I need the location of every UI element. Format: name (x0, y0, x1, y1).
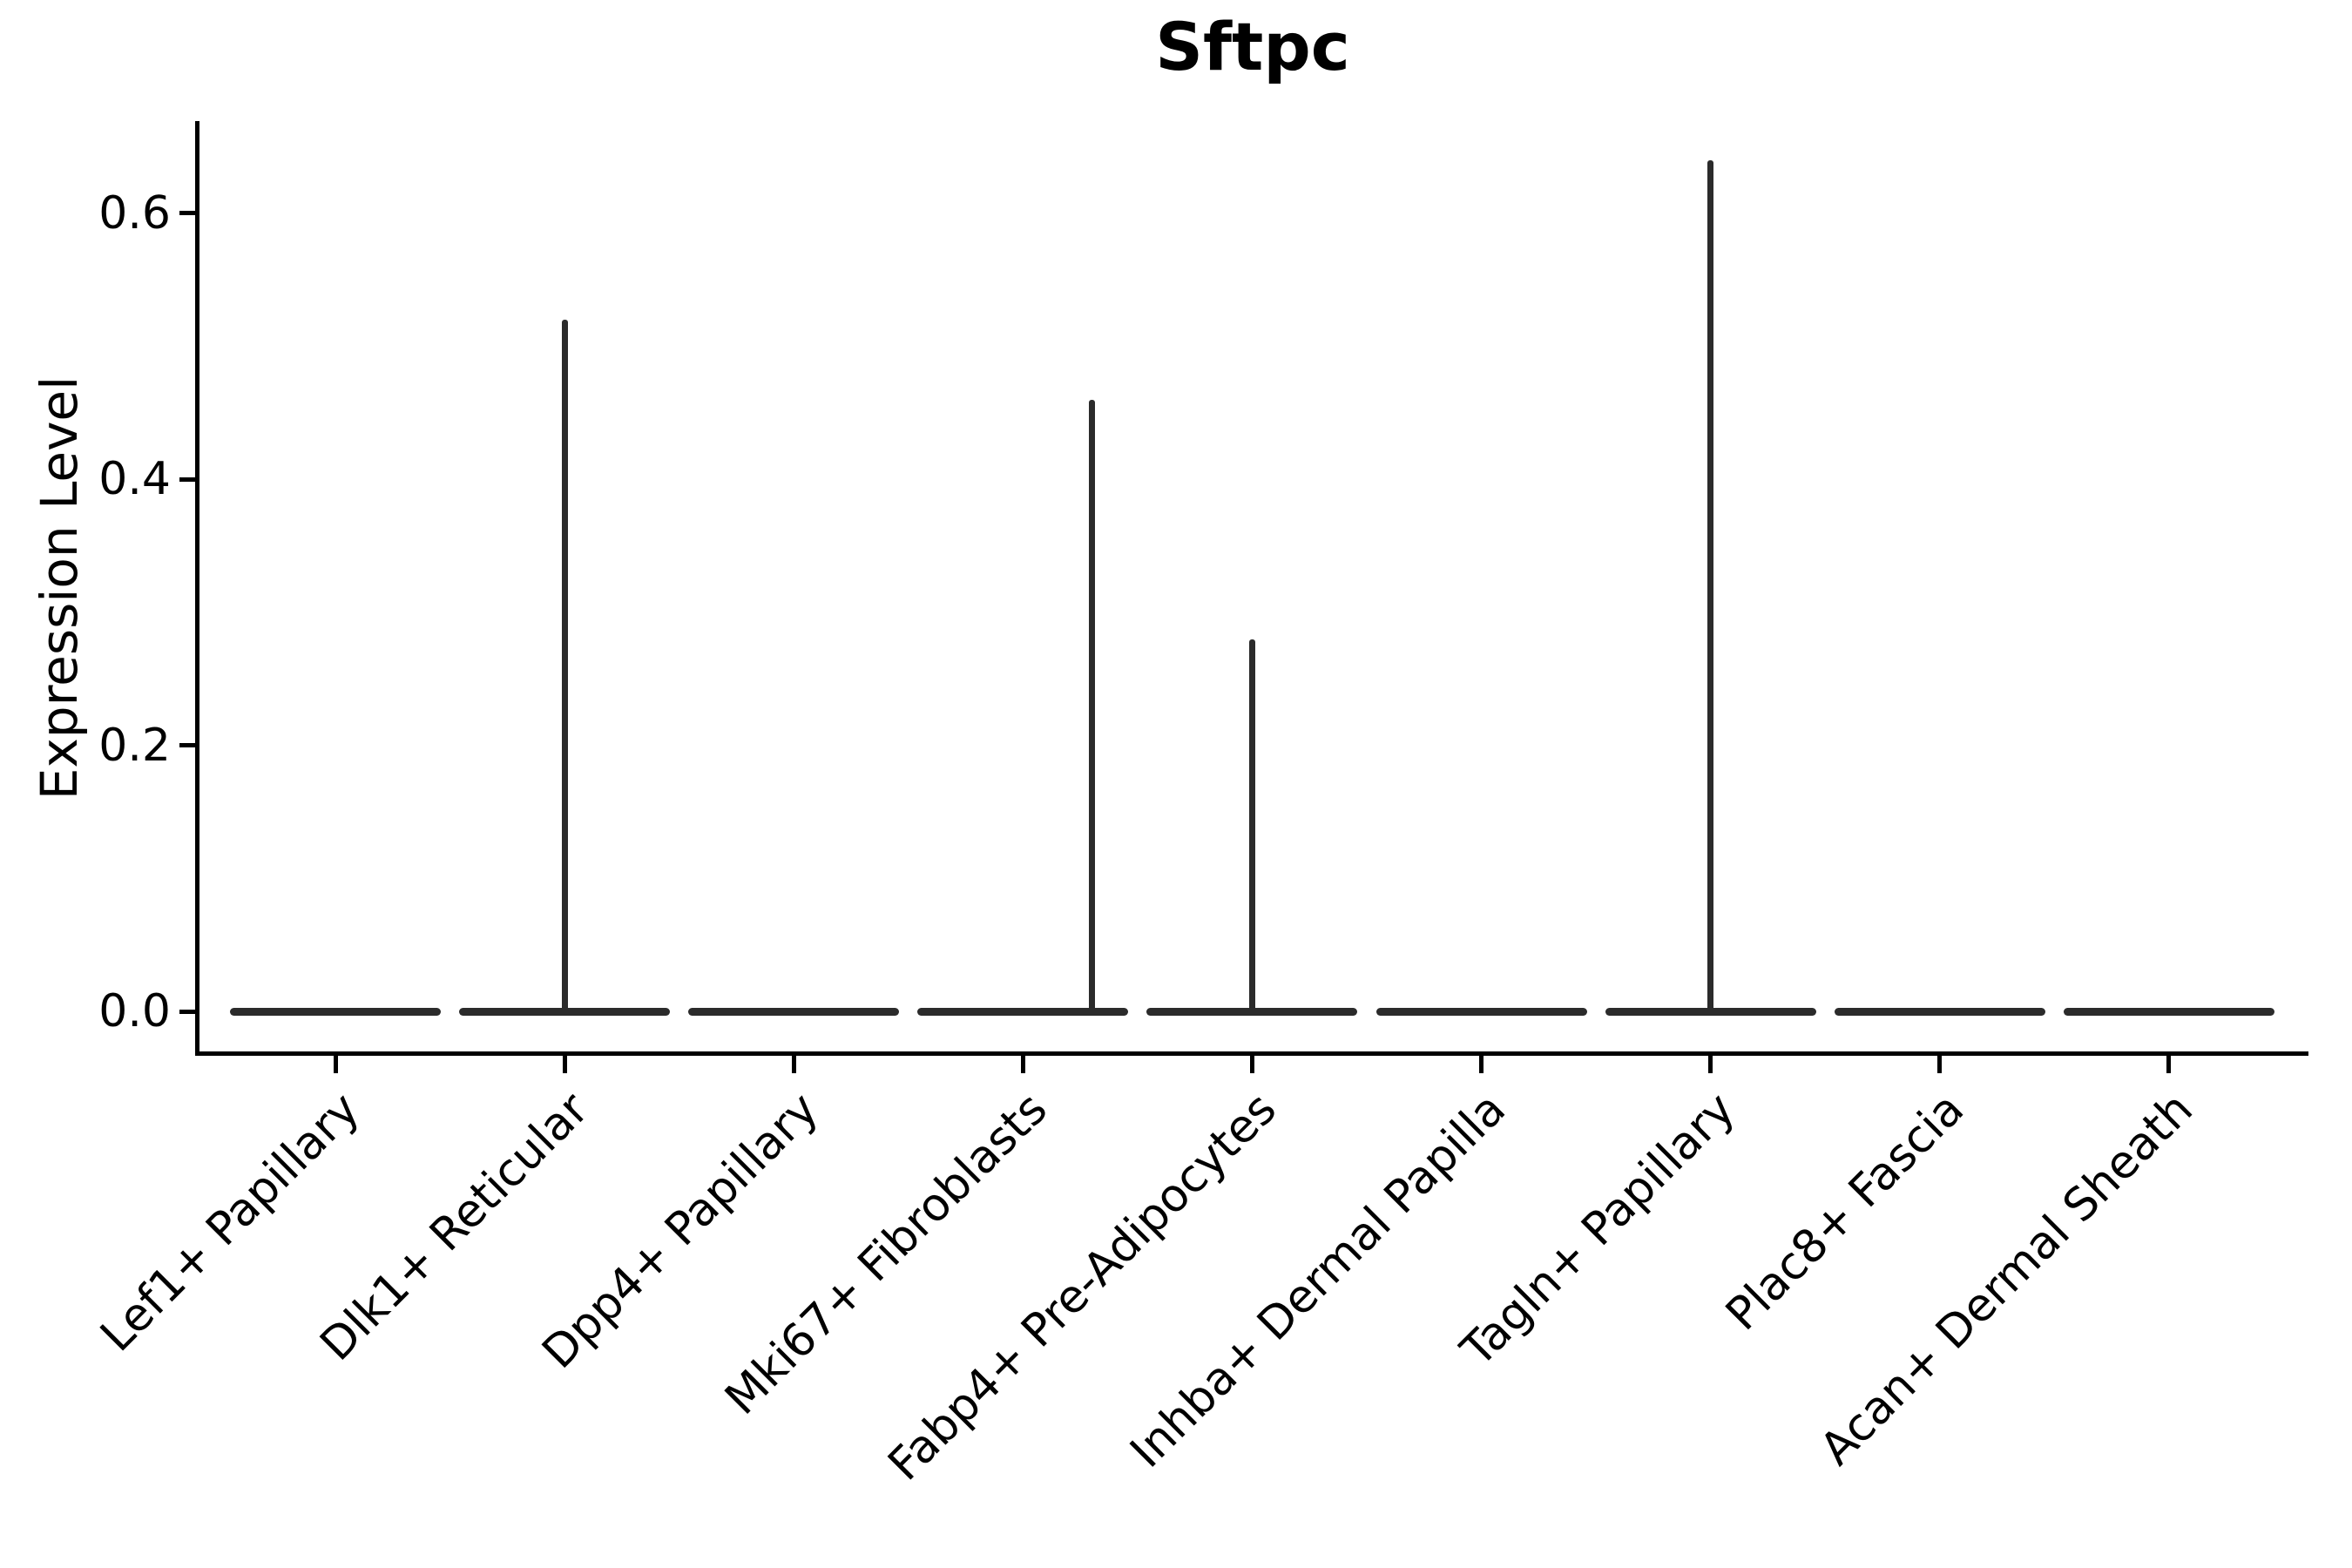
violin-body (917, 1007, 1129, 1016)
violin-spike (1088, 399, 1095, 1016)
y-axis-spine (195, 121, 199, 1056)
violin-spike (1707, 159, 1714, 1016)
plot-title: Sftpc (1155, 8, 1350, 85)
x-tick-mark (333, 1054, 338, 1073)
y-tick-mark (179, 743, 196, 748)
y-tick-label: 0.6 (98, 186, 171, 240)
x-tick-label: Fabp4+ Pre-Adipocytes (878, 1083, 1288, 1491)
x-tick-label: Plac8+ Fascia (1716, 1083, 1975, 1342)
x-tick-mark (791, 1054, 796, 1073)
y-tick-label: 0.0 (98, 985, 171, 1037)
x-tick-mark (1937, 1054, 1943, 1073)
x-tick-label: Inhba+ Dermal Papilla (1120, 1083, 1517, 1478)
y-tick-mark (179, 476, 196, 482)
violin-body (1375, 1007, 1587, 1016)
y-axis-label: Expression Level (30, 375, 89, 801)
x-tick-mark (562, 1054, 567, 1073)
violin-spike (561, 320, 568, 1016)
x-tick-mark (2166, 1054, 2172, 1073)
x-axis-spine (195, 1051, 2308, 1056)
x-tick-mark (1249, 1054, 1254, 1073)
x-tick-mark (1708, 1054, 1713, 1073)
violin-body (2063, 1007, 2274, 1016)
x-tick-label: Acan+ Dermal Sheath (1810, 1083, 2204, 1476)
x-tick-mark (1479, 1054, 1484, 1073)
y-tick-label: 0.4 (98, 453, 171, 506)
violin-spike (1248, 639, 1255, 1016)
y-tick-mark (179, 211, 196, 216)
violin-body (688, 1007, 900, 1016)
violin-body (1834, 1007, 2045, 1016)
y-tick-label: 0.2 (98, 719, 171, 772)
x-tick-mark (1020, 1054, 1025, 1073)
violin-body (230, 1007, 441, 1016)
y-tick-mark (179, 1009, 196, 1014)
